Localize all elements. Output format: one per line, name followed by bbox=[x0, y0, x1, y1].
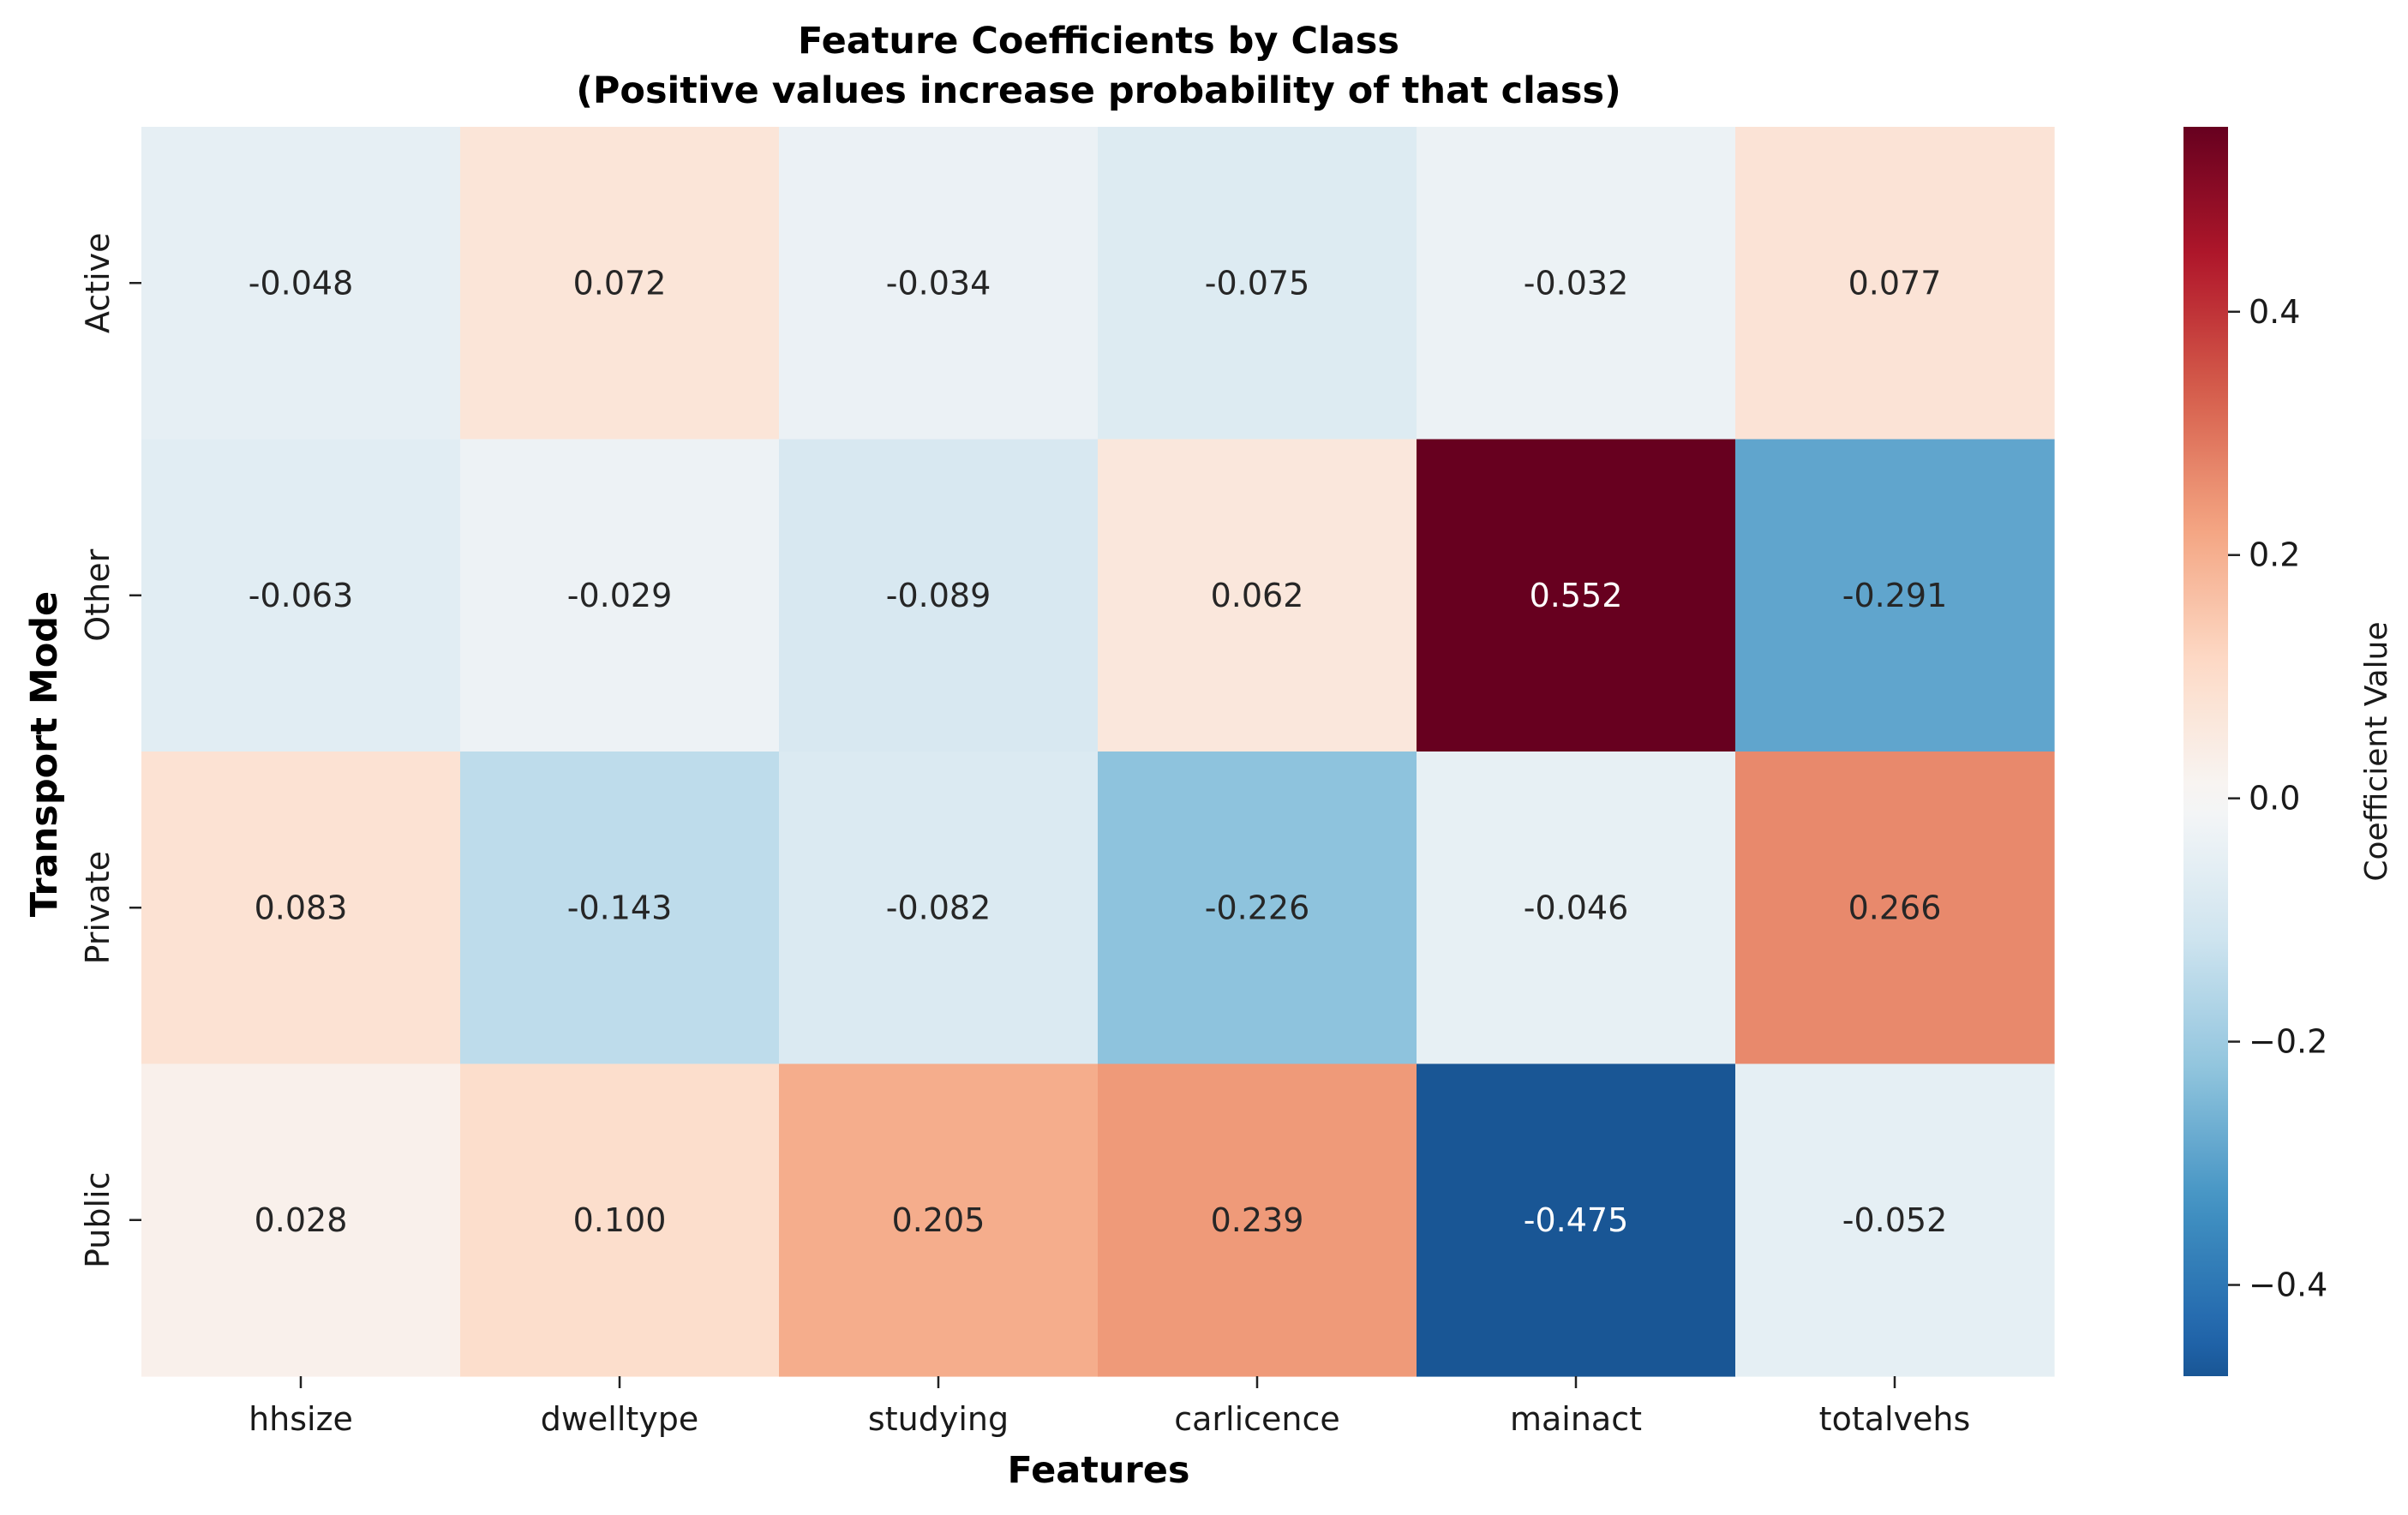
cell-value-label: -0.291 bbox=[1842, 577, 1948, 614]
x-tick-label: dwelltype bbox=[541, 1400, 699, 1438]
cell-value-label: -0.052 bbox=[1842, 1201, 1948, 1239]
heatmap-cells: -0.048 0.072 -0.034 -0.075 -0.032 0.077 -0.063… bbox=[141, 127, 2055, 1377]
cell-value-label: 0.266 bbox=[1848, 889, 1942, 926]
cell-value-label: -0.029 bbox=[567, 577, 673, 614]
colorbar-tick-label: 0.0 bbox=[2249, 780, 2300, 817]
y-axis-ticks: Active Other Private Public bbox=[79, 232, 141, 1268]
heatmap-cell bbox=[1417, 127, 1736, 440]
cell-value-label: -0.034 bbox=[886, 264, 991, 302]
colorbar-tick-label: −0.4 bbox=[2249, 1266, 2327, 1304]
colorbar: −0.4 −0.2 0.0 0.2 0.4 Coefficient Value bbox=[2183, 127, 2394, 1376]
x-tick-label: studying bbox=[868, 1400, 1009, 1438]
cell-value-label: 0.239 bbox=[1211, 1201, 1304, 1239]
colorbar-tick-label: −0.2 bbox=[2249, 1023, 2327, 1061]
heatmap-cell bbox=[1098, 127, 1417, 440]
x-tick-label: totalvehs bbox=[1819, 1400, 1971, 1438]
x-axis-ticks: hhsize dwelltype studying carlicence mainact… bbox=[249, 1376, 1970, 1438]
heatmap-cell bbox=[460, 439, 780, 752]
x-tick-label: hhsize bbox=[249, 1400, 353, 1438]
heatmap-cell bbox=[141, 439, 461, 752]
colorbar-tick-label: 0.2 bbox=[2249, 536, 2300, 574]
heatmap-cell bbox=[141, 1063, 461, 1377]
cell-value-label: -0.032 bbox=[1524, 264, 1629, 302]
y-tick-label: Active bbox=[79, 232, 117, 333]
heatmap-cell bbox=[779, 1063, 1099, 1377]
x-tick-label: carlicence bbox=[1174, 1400, 1340, 1438]
cell-value-label: 0.100 bbox=[573, 1201, 667, 1239]
x-tick-label: mainact bbox=[1510, 1400, 1642, 1438]
heatmap-cell bbox=[1098, 1063, 1417, 1377]
cell-value-label: 0.077 bbox=[1848, 264, 1942, 302]
chart-subtitle: (Positive values increase probability of… bbox=[576, 69, 1620, 112]
colorbar-ticks: −0.4 −0.2 0.0 0.2 0.4 bbox=[2228, 293, 2327, 1304]
x-axis-label: Features bbox=[1008, 1449, 1190, 1492]
colorbar-tick-label: 0.4 bbox=[2249, 293, 2300, 331]
heatmap-cell bbox=[460, 127, 780, 440]
heatmap-cell bbox=[1735, 752, 2055, 1065]
cell-value-label: 0.552 bbox=[1530, 577, 1623, 614]
heatmap-cell bbox=[1417, 1063, 1736, 1377]
cell-value-label: -0.089 bbox=[886, 577, 991, 614]
cell-value-label: -0.475 bbox=[1524, 1201, 1629, 1239]
cell-value-label: -0.048 bbox=[249, 264, 354, 302]
y-tick-label: Public bbox=[79, 1172, 117, 1268]
y-tick-label: Other bbox=[79, 548, 117, 641]
heatmap-cell bbox=[1098, 439, 1417, 752]
colorbar-gradient bbox=[2183, 127, 2228, 1376]
cell-value-label: -0.075 bbox=[1205, 264, 1310, 302]
cell-value-label: 0.205 bbox=[892, 1201, 985, 1239]
cell-value-label: -0.226 bbox=[1205, 889, 1310, 926]
heatmap-cell bbox=[1098, 752, 1417, 1065]
cell-value-label: 0.028 bbox=[255, 1201, 348, 1239]
heatmap-cell bbox=[1735, 1063, 2055, 1377]
cell-value-label: -0.143 bbox=[567, 889, 673, 926]
y-axis-label: Transport Mode bbox=[23, 591, 66, 917]
y-tick-label: Private bbox=[79, 851, 117, 964]
cell-value-label: 0.083 bbox=[255, 889, 348, 926]
heatmap-cell bbox=[1735, 439, 2055, 752]
cell-value-label: 0.062 bbox=[1211, 577, 1304, 614]
heatmap-cell bbox=[141, 752, 461, 1065]
cell-value-label: -0.063 bbox=[249, 577, 354, 614]
cell-value-label: 0.072 bbox=[573, 264, 667, 302]
cell-value-label: -0.046 bbox=[1524, 889, 1629, 926]
chart-title: Feature Coefficients by Class bbox=[798, 20, 1399, 63]
heatmap-cell bbox=[779, 439, 1099, 752]
colorbar-label: Coefficient Value bbox=[2359, 621, 2394, 881]
heatmap-cell bbox=[779, 127, 1099, 440]
heatmap-cell bbox=[460, 752, 780, 1065]
heatmap-cell bbox=[1417, 752, 1736, 1065]
cell-value-label: -0.082 bbox=[886, 889, 991, 926]
heatmap-cell bbox=[1735, 127, 2055, 440]
heatmap-cell bbox=[460, 1063, 780, 1377]
heatmap-cell bbox=[141, 127, 461, 440]
heatmap-cell bbox=[779, 752, 1099, 1065]
heatmap-cell bbox=[1417, 439, 1736, 752]
